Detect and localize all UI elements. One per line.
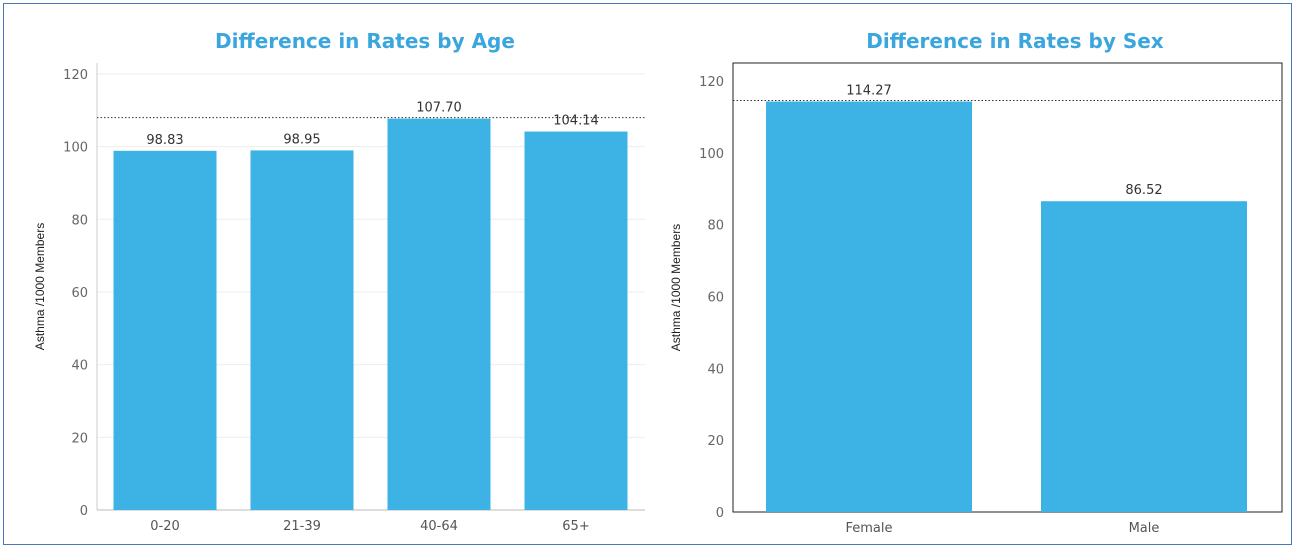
age-x-tick-label: 21-39 <box>283 519 321 534</box>
age-x-tick-label: 40-64 <box>420 519 458 534</box>
age-x-tick-label: 65+ <box>562 519 589 534</box>
age-data-label: 98.83 <box>146 133 183 148</box>
sex-y-tick-label: 20 <box>707 434 724 449</box>
sex-y-tick-label: 40 <box>707 362 724 377</box>
age-y-tick-label: 40 <box>71 359 88 374</box>
sex-x-tick-label: Female <box>845 521 892 536</box>
age-y-axis-label: Asthma /1000 Members <box>33 223 47 350</box>
age-y-tick-label: 120 <box>63 68 88 83</box>
age-bar <box>250 150 354 510</box>
sex-y-tick-label: 120 <box>699 75 724 90</box>
sex-y-tick-label: 60 <box>707 290 724 305</box>
sex-y-tick-label: 80 <box>707 219 724 234</box>
age-bar <box>387 118 491 510</box>
sex-data-label: 86.52 <box>1125 183 1162 198</box>
sex-data-label: 114.27 <box>846 84 892 99</box>
age-y-tick-label: 60 <box>71 286 88 301</box>
sex-bar <box>766 101 972 512</box>
age-chart-title: Difference in Rates by Age <box>215 29 515 53</box>
age-data-label: 107.70 <box>416 101 462 116</box>
age-data-label: 98.95 <box>283 132 320 147</box>
sex-bar <box>1041 201 1247 512</box>
sex-y-axis-label: Asthma /1000 Members <box>669 224 683 351</box>
age-y-tick-label: 0 <box>80 504 88 519</box>
sex-plot-border <box>732 62 1283 513</box>
sex-chart-title: Difference in Rates by Sex <box>866 29 1164 53</box>
sex-x-tick-label: Male <box>1129 521 1160 536</box>
age-bar <box>524 131 628 511</box>
age-bar <box>113 150 217 510</box>
age-y-tick-label: 80 <box>71 213 88 228</box>
age-y-tick-label: 100 <box>63 141 88 156</box>
age-y-tick-label: 20 <box>71 431 88 446</box>
age-x-tick-label: 0-20 <box>150 519 180 534</box>
sex-y-tick-label: 0 <box>716 506 724 521</box>
sex-y-tick-label: 100 <box>699 147 724 162</box>
